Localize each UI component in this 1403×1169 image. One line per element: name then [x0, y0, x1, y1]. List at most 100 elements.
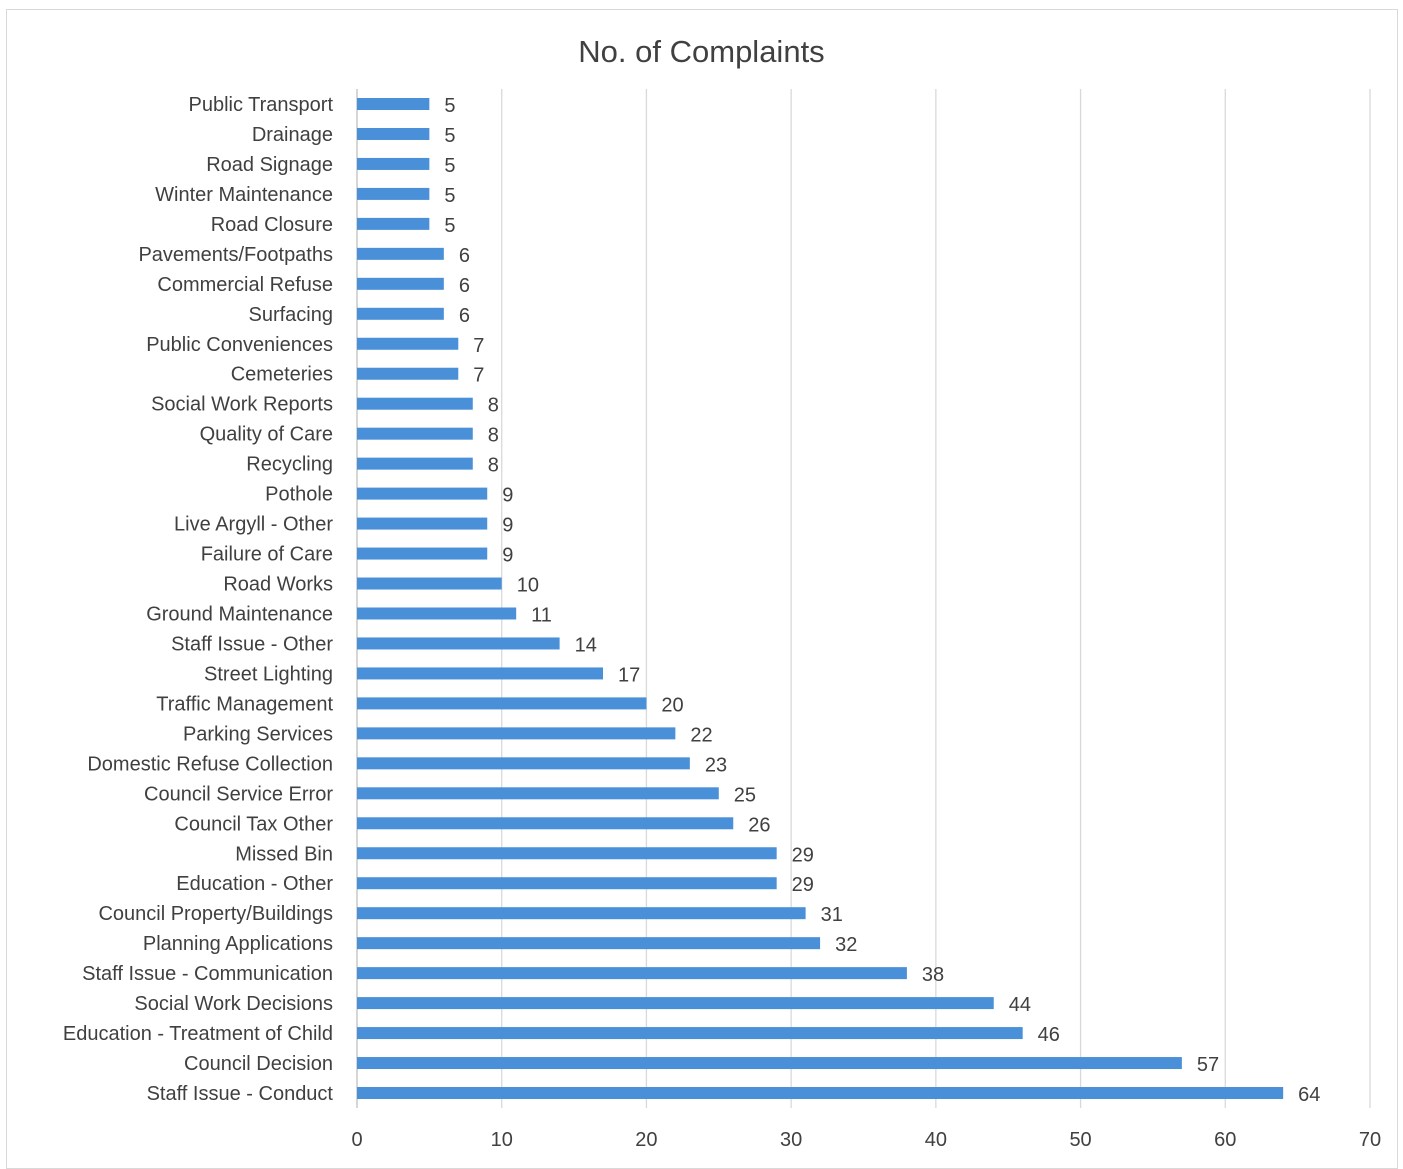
bar [357, 967, 907, 980]
category-label: Road Closure [211, 214, 333, 236]
category-label: Live Argyll - Other [174, 514, 333, 536]
gridlines [356, 89, 1371, 1108]
data-label: 6 [459, 305, 470, 327]
category-label: Social Work Reports [151, 394, 333, 416]
data-label: 11 [531, 604, 552, 626]
category-label: Pavements/Footpaths [138, 244, 333, 266]
data-label: 5 [444, 155, 455, 177]
data-label: 5 [444, 125, 455, 147]
data-label: 64 [1298, 1084, 1320, 1106]
bars [357, 98, 1284, 1100]
bar [357, 187, 430, 200]
bar [357, 757, 690, 770]
data-label: 5 [444, 215, 455, 237]
bar [357, 607, 517, 620]
data-label: 26 [748, 814, 770, 836]
data-label: 8 [488, 395, 499, 417]
data-label: 29 [792, 874, 814, 896]
category-label: Cemeteries [231, 364, 333, 386]
data-label: 31 [821, 904, 843, 926]
data-label: 32 [835, 934, 857, 956]
category-label: Traffic Management [156, 693, 333, 715]
bar [357, 307, 444, 320]
category-label: Parking Services [183, 723, 333, 745]
bar [357, 667, 604, 680]
bar [357, 1057, 1182, 1070]
bar [357, 847, 777, 860]
data-label: 46 [1038, 1024, 1060, 1046]
category-label: Staff Issue - Conduct [147, 1083, 334, 1105]
data-label: 8 [488, 455, 499, 477]
bar [357, 637, 560, 650]
category-label: Planning Applications [143, 933, 333, 955]
category-label: Education - Other [176, 873, 333, 895]
bar [357, 98, 430, 110]
category-label: Commercial Refuse [157, 274, 333, 296]
x-tick-label: 70 [1359, 1129, 1381, 1151]
category-label: Missed Bin [235, 843, 333, 865]
data-label: 44 [1009, 994, 1031, 1016]
category-label: Failure of Care [201, 544, 333, 566]
category-label: Council Service Error [144, 783, 333, 805]
category-label: Road Signage [206, 154, 333, 176]
data-label: 9 [502, 485, 513, 507]
data-label: 14 [575, 634, 597, 656]
data-label: 23 [705, 754, 727, 776]
category-label: Council Tax Other [174, 813, 333, 835]
bar [357, 937, 821, 950]
category-label: Street Lighting [204, 663, 333, 685]
category-label: Public Conveniences [146, 334, 333, 356]
data-label: 29 [792, 844, 814, 866]
category-label: Staff Issue - Communication [82, 963, 333, 985]
x-tick-label: 10 [491, 1129, 513, 1151]
category-label: Recycling [246, 454, 333, 476]
category-label: Public Transport [188, 94, 333, 116]
bar [357, 727, 676, 740]
data-label: 22 [690, 724, 712, 746]
bar [357, 397, 473, 410]
bar [357, 817, 734, 830]
category-label: Quality of Care [200, 424, 333, 446]
category-label: Pothole [265, 484, 333, 506]
bar [357, 337, 459, 350]
bar [357, 877, 777, 890]
data-label: 25 [734, 784, 756, 806]
category-labels: Public Transport Drainage Road Signage Wint… [63, 94, 334, 1105]
data-label: 6 [459, 245, 470, 267]
bar [357, 577, 502, 590]
x-tick-label: 50 [1069, 1129, 1091, 1151]
data-label: 10 [517, 575, 539, 597]
category-label: Council Decision [184, 1053, 333, 1075]
bar [357, 487, 488, 500]
bar [357, 457, 473, 470]
category-label: Drainage [252, 124, 333, 146]
bar [357, 1027, 1023, 1040]
category-label: Road Works [223, 574, 333, 596]
data-label: 38 [922, 964, 944, 986]
category-label: Staff Issue - Other [171, 633, 333, 655]
x-tick-label: 60 [1214, 1129, 1236, 1151]
bar [357, 217, 430, 230]
data-label: 17 [618, 664, 640, 686]
x-axis-ticks: 0 10 20 30 40 50 60 70 [351, 1129, 1381, 1151]
bar [357, 247, 444, 260]
data-label: 9 [502, 545, 513, 567]
data-label: 7 [473, 335, 484, 357]
bar [357, 157, 430, 170]
bar [357, 697, 647, 710]
data-labels: 5555566677888999101114172022232526292931… [444, 95, 1320, 1106]
data-label: 57 [1197, 1054, 1219, 1076]
data-label: 9 [502, 515, 513, 537]
category-label: Winter Maintenance [155, 184, 333, 206]
category-label: Domestic Refuse Collection [87, 753, 333, 775]
x-tick-label: 40 [925, 1129, 947, 1151]
chart-title: No. of Complaints [578, 34, 825, 69]
data-label: 5 [444, 185, 455, 207]
bar [357, 517, 488, 530]
category-label: Surfacing [249, 304, 334, 326]
bar [357, 907, 806, 920]
category-label: Education - Treatment of Child [63, 1023, 333, 1045]
bar [357, 367, 459, 380]
data-label: 6 [459, 275, 470, 297]
